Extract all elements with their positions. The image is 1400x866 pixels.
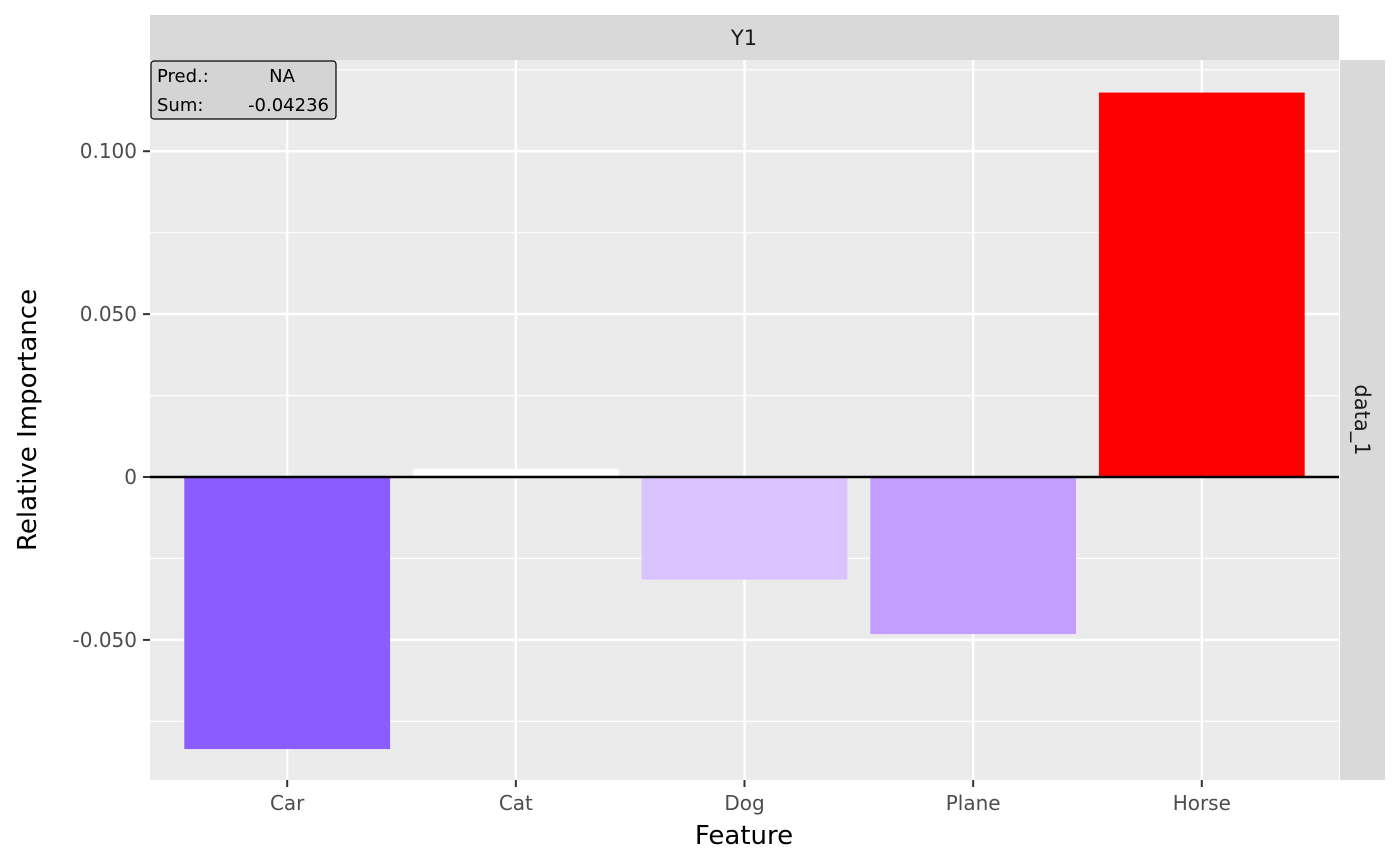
y-axis-title: Relative Importance	[13, 289, 43, 551]
facet-strip-right	[1340, 60, 1385, 780]
bar-plane	[870, 477, 1077, 635]
annotation-sum-label: Sum:	[157, 95, 203, 116]
y-axis: -0.050 0 0.050 0.100	[73, 139, 150, 652]
prediction-annotation: Pred.: NA Sum: -0.04236	[150, 60, 337, 120]
y-tick-label: 0.050	[80, 302, 137, 326]
x-tick-label: Car	[270, 791, 305, 815]
bar-car	[184, 477, 391, 750]
y-tick-label: 0	[124, 465, 137, 489]
facet-strip-top-label: Y1	[730, 26, 757, 50]
annotation-pred-label: Pred.:	[157, 66, 209, 87]
x-axis-title: Feature	[695, 821, 793, 851]
x-axis: Car Cat Dog Plane Horse	[270, 780, 1231, 815]
bars	[184, 92, 1305, 750]
bar-dog	[641, 477, 848, 580]
x-tick-label: Horse	[1173, 791, 1231, 815]
annotation-pred-value: NA	[269, 66, 295, 87]
bar-cat	[412, 468, 619, 478]
annotation-sum-value: -0.04236	[248, 95, 329, 116]
y-tick-label: -0.050	[73, 628, 137, 652]
x-tick-label: Cat	[499, 791, 533, 815]
annotation-box	[150, 60, 337, 120]
x-tick-label: Dog	[724, 791, 764, 815]
facet-strip-right-label: data_1	[1349, 384, 1374, 455]
y-tick-label: 0.100	[80, 139, 137, 163]
bar-horse	[1098, 92, 1305, 478]
x-tick-label: Plane	[946, 791, 1001, 815]
facet-strip-top	[150, 15, 1339, 60]
